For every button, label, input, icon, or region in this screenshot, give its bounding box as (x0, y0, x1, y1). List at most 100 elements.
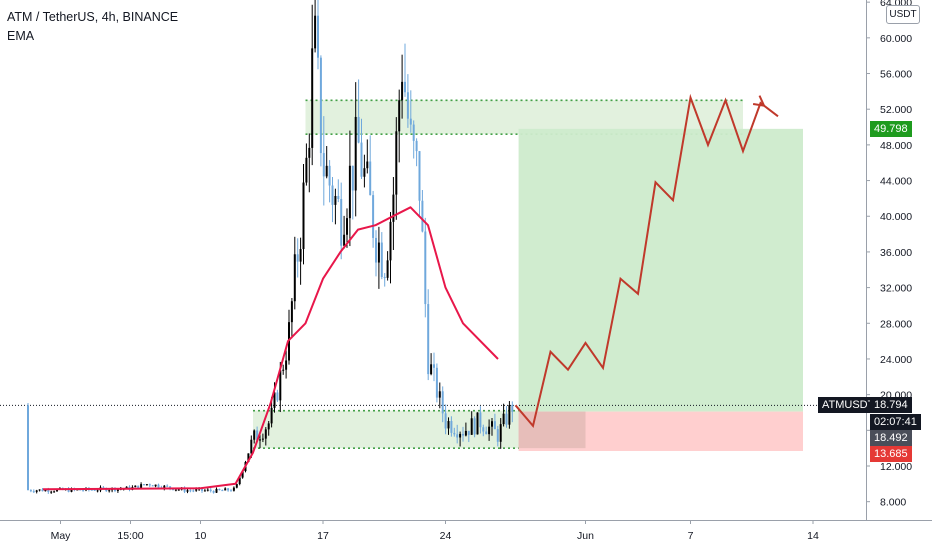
candle-down (482, 427, 485, 432)
candle-down (511, 405, 514, 412)
time-axis-background (0, 520, 932, 550)
candle-up (56, 489, 58, 492)
candle-up (44, 489, 47, 492)
stop-price-tag: 13.685 (870, 446, 912, 462)
price-tick-label: 24.000 (880, 354, 912, 366)
candle-down (331, 185, 334, 205)
candle-up (125, 486, 128, 489)
candle-down (82, 490, 85, 492)
candle-down (151, 485, 154, 487)
candle-up (366, 161, 369, 169)
candle-down (493, 421, 496, 430)
candle-down (404, 81, 406, 93)
candle-down (456, 434, 459, 438)
candle-up (325, 165, 328, 177)
candle-up (302, 182, 305, 250)
candle-up (377, 242, 380, 263)
candle-down (406, 92, 409, 119)
price-axis[interactable]: 8.00012.00016.00020.00024.00028.00032.00… (866, 0, 932, 520)
support-zone (253, 410, 525, 449)
resistance-zone (305, 100, 743, 135)
candle-up (259, 439, 261, 441)
time-tick-label: 24 (440, 530, 452, 542)
candle-up (261, 438, 264, 440)
candle-down (90, 489, 93, 491)
candle-up (476, 412, 479, 435)
candle-down (351, 165, 354, 191)
candle-up (348, 165, 351, 219)
price-tick-label: 40.000 (880, 211, 912, 223)
candle-up (389, 221, 392, 261)
candle-down (256, 430, 259, 441)
candle-up (311, 48, 314, 148)
candle-down (328, 165, 331, 186)
candle-up (464, 430, 467, 436)
candle-up (502, 413, 505, 425)
candle-up (253, 430, 256, 440)
time-tick-label: 7 (688, 530, 694, 542)
time-tick-label: Jun (577, 530, 594, 542)
candle-up (177, 489, 180, 491)
candle-up (235, 484, 238, 488)
candle-down (412, 124, 415, 141)
candle-up (273, 392, 276, 408)
currency-selector[interactable]: USDT (886, 5, 920, 24)
price-tick-label: 60.000 (880, 33, 912, 45)
candle-down (157, 484, 160, 488)
price-tick-label: 12.000 (880, 461, 912, 473)
time-tick-label: 10 (195, 530, 207, 542)
candle-down (221, 490, 224, 492)
time-tick-label: 14 (807, 530, 819, 542)
candle-up (346, 218, 348, 235)
candle-down (322, 153, 325, 177)
indicator-label[interactable]: EMA (7, 29, 35, 43)
candle-down (380, 242, 383, 277)
price-tick-label: 44.000 (880, 176, 912, 188)
candle-up (145, 484, 148, 486)
candle-up (203, 490, 206, 492)
candle-up (282, 369, 285, 371)
candle-up (470, 418, 473, 435)
candle-up (363, 168, 366, 177)
candle-up (70, 488, 73, 492)
candle-up (488, 426, 491, 435)
candle-down (317, 15, 319, 58)
candle-down (435, 367, 438, 398)
candle-up (334, 195, 337, 205)
symbol-title[interactable]: ATM / TetherUS, 4h, BINANCE (7, 10, 179, 24)
candle-up (186, 490, 189, 492)
time-tick-label: May (51, 530, 72, 542)
candle-down (375, 237, 377, 263)
price-tick-label: 8.000 (880, 497, 906, 509)
candle-up (299, 249, 302, 262)
candle-up (290, 301, 293, 323)
candle-down (467, 430, 470, 435)
candle-down (27, 405, 29, 491)
candle-up (250, 439, 253, 454)
candle-up (195, 489, 198, 491)
candle-down (427, 304, 430, 375)
candle-up (206, 489, 209, 491)
countdown-tag: 02:07:41 (870, 414, 921, 430)
candle-down (93, 489, 96, 491)
candle-down (424, 231, 427, 305)
candle-down (415, 140, 418, 152)
candle-up (154, 484, 157, 487)
candle-up (508, 405, 511, 425)
chart-header: ATM / TetherUS, 4h, BINANCE EMA (7, 8, 178, 46)
entry-overlap (518, 411, 586, 449)
time-axis[interactable]: May 15:00 10 17 24 Jun 7 14 (0, 520, 932, 550)
candle-up (264, 429, 267, 439)
candle-down (137, 485, 140, 489)
candle-up (343, 234, 346, 246)
candle-up (285, 360, 288, 370)
price-tick-label: 52.000 (880, 104, 912, 116)
candle-up (224, 488, 227, 491)
time-tick-label: 17 (317, 530, 329, 542)
candle-down (189, 490, 192, 492)
price-tick-label: 56.000 (880, 69, 912, 81)
candle-down (433, 364, 435, 368)
candle-up (279, 370, 282, 401)
candle-up (308, 147, 311, 158)
